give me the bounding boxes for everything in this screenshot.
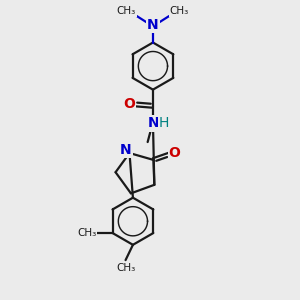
Text: N: N — [120, 142, 132, 157]
Text: CH₃: CH₃ — [170, 6, 189, 16]
Text: N: N — [147, 18, 159, 32]
Text: N: N — [148, 116, 159, 130]
Text: O: O — [124, 97, 135, 111]
Text: O: O — [169, 146, 181, 160]
Text: CH₃: CH₃ — [77, 228, 97, 238]
Text: CH₃: CH₃ — [117, 6, 136, 16]
Text: CH₃: CH₃ — [116, 263, 135, 273]
Text: H: H — [159, 116, 169, 130]
